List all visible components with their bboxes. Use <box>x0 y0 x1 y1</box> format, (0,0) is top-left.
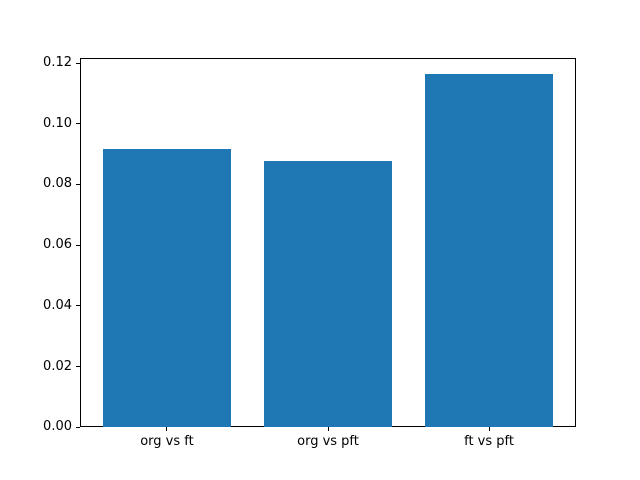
y-tick-mark <box>76 62 80 64</box>
x-tick-mark <box>327 427 329 432</box>
x-tick-label: ft vs pft <box>464 434 514 450</box>
y-tick-label: 0.10 <box>43 115 72 131</box>
y-tick-label: 0.12 <box>43 55 72 71</box>
x-tick-label: org vs ft <box>140 434 194 450</box>
y-tick-label: 0.02 <box>43 358 72 374</box>
y-tick-label: 0.00 <box>43 419 72 435</box>
y-tick-mark <box>76 244 80 246</box>
y-tick-mark <box>76 183 80 185</box>
x-tick-label: org vs pft <box>297 434 359 450</box>
y-tick-label: 0.06 <box>43 237 72 253</box>
bar <box>424 73 554 428</box>
y-tick-mark <box>76 426 80 428</box>
y-tick-mark <box>76 305 80 307</box>
y-tick-label: 0.08 <box>43 176 72 192</box>
bar <box>263 161 393 428</box>
y-tick-mark <box>76 366 80 367</box>
x-tick-mark <box>166 427 168 432</box>
bar <box>102 148 232 428</box>
x-tick-mark <box>488 427 490 432</box>
y-tick-label: 0.04 <box>43 297 72 313</box>
y-tick-mark <box>76 123 80 125</box>
